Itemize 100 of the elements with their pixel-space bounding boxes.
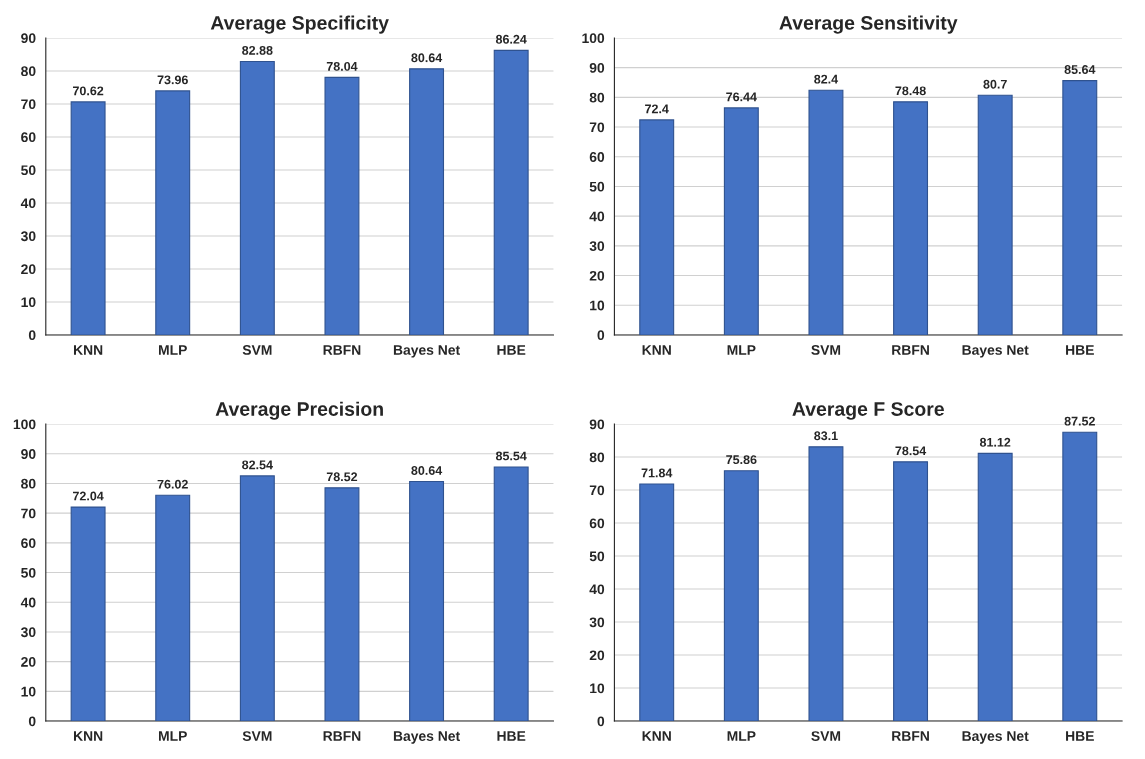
y-tick-label: 40 [589, 211, 605, 222]
y-tick-label: 30 [589, 617, 605, 628]
x-tick-label: Bayes Net [393, 345, 460, 358]
data-label: 81.12 [979, 437, 1011, 447]
chart-title: Average Specificity [210, 15, 389, 34]
y-tick-label: 10 [590, 300, 605, 311]
bar [808, 89, 844, 335]
data-label: 80.64 [411, 466, 443, 475]
data-label: 78.04 [326, 61, 358, 71]
y-tick-label: 30 [20, 231, 36, 242]
y-tick-label: 50 [21, 567, 36, 578]
x-tick-label: HBE [1066, 345, 1094, 355]
x-tick-label: RBFN [892, 731, 929, 741]
bar [1062, 431, 1098, 722]
y-tick-label: 40 [20, 597, 36, 608]
bar [1062, 80, 1098, 335]
bar [324, 487, 360, 722]
y-tick-label: 70 [589, 122, 605, 133]
y-tick-label: 30 [20, 627, 36, 638]
x-tick-label: MLP [727, 731, 756, 741]
data-label: 82.54 [242, 460, 273, 470]
x-tick-label: Bayes Net [962, 731, 1029, 744]
x-tick-label: HBE [1066, 731, 1094, 741]
x-tick-label: SVM [811, 731, 841, 741]
y-tick-label: 20 [21, 656, 36, 667]
y-tick-label: 40 [20, 198, 36, 209]
chart-title: Average F Score [792, 402, 944, 420]
x-tick-label: KNN [642, 345, 671, 355]
data-label: 87.52 [1064, 416, 1095, 426]
y-tick-label: 0 [28, 330, 36, 341]
x-tick-label: RBFN [323, 345, 361, 355]
x-tick-label: MLP [158, 345, 187, 355]
y-tick-label: 20 [21, 264, 36, 275]
bar [893, 461, 929, 722]
bar [324, 76, 360, 335]
y-tick-label: 80 [589, 452, 605, 463]
y-tick-label: 60 [21, 538, 36, 549]
y-tick-label: 10 [21, 297, 36, 308]
bar [493, 466, 529, 722]
data-label: 78.52 [326, 472, 358, 482]
data-label: 85.64 [1064, 65, 1096, 74]
data-label: 78.48 [895, 86, 926, 96]
x-tick-label: SVM [242, 345, 272, 355]
y-tick-label: 0 [28, 716, 36, 727]
data-label: 75.86 [726, 455, 757, 465]
data-label: 80.64 [411, 53, 443, 63]
data-label: 82.4 [814, 74, 839, 84]
y-tick-label: 80 [21, 66, 36, 77]
data-label: 76.02 [157, 479, 188, 489]
bar [893, 101, 929, 335]
y-tick-label: 70 [589, 485, 605, 496]
data-label: 80.7 [983, 79, 1007, 89]
data-label: 86.24 [495, 34, 527, 44]
y-tick-label: 90 [589, 62, 605, 73]
x-tick-label: HBE [497, 731, 526, 741]
bar [808, 446, 844, 722]
data-label: 72.04 [73, 491, 104, 501]
data-label: 82.88 [242, 45, 273, 55]
y-tick-label: 10 [590, 683, 605, 694]
y-tick-label: 0 [597, 330, 605, 341]
bar [155, 494, 191, 722]
y-tick-label: 50 [21, 165, 36, 176]
x-tick-label: KNN [73, 731, 103, 741]
y-tick-label: 90 [21, 449, 36, 459]
data-label: 70.62 [73, 86, 104, 96]
x-tick-label: RBFN [892, 345, 929, 355]
bar [639, 119, 675, 335]
y-tick-label: 100 [13, 419, 36, 430]
bar [70, 101, 106, 335]
bar [409, 68, 445, 335]
y-tick-label: 10 [21, 686, 36, 697]
y-tick-label: 60 [21, 132, 36, 143]
y-tick-label: 20 [589, 270, 605, 281]
x-tick-label: SVM [242, 731, 272, 741]
x-tick-label: MLP [158, 731, 187, 741]
x-tick-label: HBE [497, 345, 526, 355]
x-tick-label: RBFN [323, 731, 361, 741]
bar [409, 480, 445, 722]
y-tick-label: 80 [589, 92, 605, 103]
x-tick-label: KNN [73, 345, 103, 355]
x-tick-label: KNN [642, 731, 671, 741]
y-tick-label: 20 [589, 650, 605, 661]
x-tick-label: Bayes Net [393, 731, 460, 744]
x-tick-label: MLP [727, 345, 756, 355]
y-tick-label: 70 [21, 99, 36, 110]
x-tick-label: SVM [811, 345, 841, 355]
y-tick-label: 60 [589, 518, 605, 529]
bar [70, 506, 106, 722]
data-label: 85.54 [495, 451, 527, 461]
x-tick-label: Bayes Net [962, 345, 1029, 358]
bar [977, 94, 1013, 335]
data-label: 71.84 [641, 468, 673, 478]
data-label: 72.4 [645, 104, 669, 114]
y-tick-label: 70 [21, 508, 36, 519]
data-label: 78.54 [895, 446, 927, 456]
chart-title: Average Precision [215, 401, 383, 420]
y-tick-label: 90 [21, 33, 36, 44]
bar [155, 90, 191, 335]
y-tick-label: 100 [582, 33, 605, 44]
bar [493, 49, 529, 335]
